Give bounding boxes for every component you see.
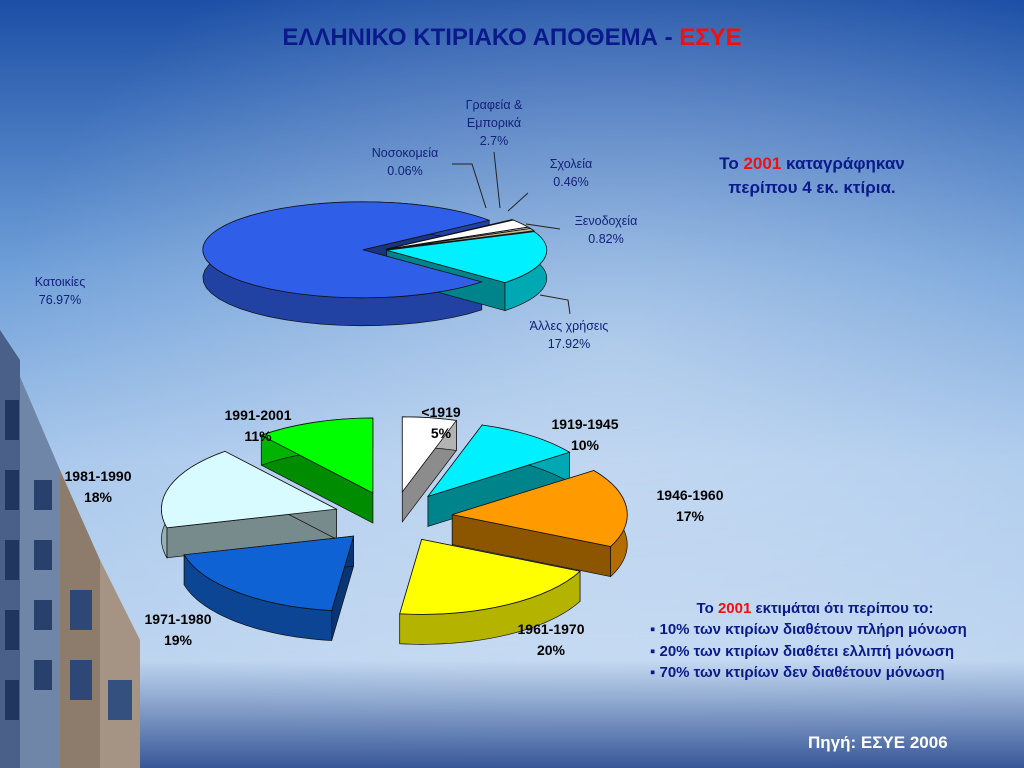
- pie2-name-1971-1980: 1971-1980: [144, 611, 212, 627]
- note2-suffix: εκτιμάται ότι περίπου το:: [751, 600, 934, 617]
- pie2-label-1991-2001: 1991-2001 11%: [225, 405, 292, 447]
- note2-bullet-2: ▪ 20% των κτιρίων διαθέτει ελλιπή μόνωση: [650, 642, 955, 660]
- pie1-value-schools: 0.46%: [553, 175, 589, 190]
- pie2-value-1991-2001: 11%: [244, 428, 272, 444]
- pie2-slice-1919-1945: [426, 424, 571, 498]
- pie2-slice-1991-2001: [260, 417, 374, 494]
- note2-year: 2001: [717, 600, 752, 617]
- building-use-pie-chart: [202, 201, 548, 327]
- pie1-leader-lines: [452, 151, 571, 315]
- pie1-name-hotels: Ξενοδοχεία: [574, 214, 638, 228]
- pie1-name-residential: Κατοικίες: [34, 275, 86, 289]
- note1-suffix: καταγράφηκαν: [781, 154, 905, 173]
- pie2-name-1981-1990: 1981-1990: [64, 468, 132, 484]
- pie1-value-hotels: 0.82%: [588, 232, 624, 247]
- pie2-value-1946-1960: 17%: [675, 508, 705, 524]
- pie2-value-1981-1990: 18%: [83, 489, 113, 505]
- page-title: ΕΛΛΗΝΙΚΟ ΚΤΙΡΙΑΚΟ ΑΠΟΘΕΜΑ - ΕΣΥΕ: [0, 24, 1024, 52]
- pie1-slice-ξενοδοχεία: [386, 228, 535, 250]
- note2-bullet-3: ▪ 70% των κτιρίων δεν διαθέτουν μόνωση: [650, 663, 945, 681]
- pie2-value-pre1919: 5%: [430, 425, 452, 441]
- note1-prefix: Το: [719, 154, 744, 173]
- pie2-name-1946-1960: 1946-1960: [656, 487, 724, 503]
- note2-heading: Το 2001 εκτιμάται ότι περίπου το:: [650, 598, 980, 619]
- pie1-label-schools: Σχολεία 0.46%: [550, 155, 593, 191]
- leader-offices: [493, 151, 501, 209]
- pie1-name-other: Άλλες χρήσεις: [529, 319, 609, 333]
- pie1-slice-κατοικίες: [202, 201, 491, 299]
- building-image: [0, 330, 140, 768]
- title-highlight: ΕΣΥΕ: [679, 24, 742, 51]
- pie1-value-hospitals: 0.06%: [387, 164, 423, 179]
- pie1-label-other: Άλλες χρήσεις 17.92%: [530, 317, 609, 353]
- leader-hotels: [525, 223, 561, 230]
- building-count-note: Το 2001 καταγράφηκαν περίπου 4 εκ. κτίρι…: [719, 152, 905, 200]
- pie1-name-schools: Σχολεία: [549, 157, 593, 171]
- construction-period-pie-chart: [161, 416, 628, 645]
- pie1-name-hospitals: Νοσοκομεία: [371, 146, 439, 160]
- note2-prefix: Το: [696, 600, 718, 617]
- insulation-note: Το 2001 εκτιμάται ότι περίπου το: ▪ 10% …: [650, 598, 1020, 683]
- pie2-slice-1971-1980: [183, 535, 355, 611]
- pie2-slice-1946-1960: [452, 470, 628, 547]
- leader-other: [539, 294, 571, 315]
- pie2-name-1991-2001: 1991-2001: [224, 407, 292, 423]
- pie1-value-offices: 2.7%: [479, 134, 509, 149]
- note1-line2: περίπου 4 εκ. κτίρια.: [728, 177, 896, 197]
- title-main: ΕΛΛΗΝΙΚΟ ΚΤΙΡΙΑΚΟ ΑΠΟΘΕΜΑ -: [282, 24, 680, 51]
- pie2-label-pre1919: <1919 5%: [421, 402, 460, 444]
- pie1-label-offices: Γραφεία & Εμπορικά 2.7%: [466, 96, 523, 150]
- pie1-value-residential: 76.97%: [38, 293, 82, 308]
- pie1-label-hotels: Ξενοδοχεία 0.82%: [575, 212, 638, 248]
- pie1-label-residential: Κατοικίες 76.97%: [35, 273, 86, 309]
- pie2-label-1971-1980: 1971-1980 19%: [145, 609, 212, 651]
- pie1-value-other: 17.92%: [547, 337, 591, 352]
- pie2-slice-1961-1970: [399, 538, 581, 615]
- pie2-value-1961-1970: 20%: [536, 642, 566, 658]
- pie2-slice-1919: [401, 416, 458, 494]
- pie2-label-1961-1970: 1961-1970 20%: [518, 619, 585, 661]
- pie2-name-pre1919: <1919: [421, 404, 461, 420]
- pie2-slice-1981-1990: [161, 450, 338, 529]
- pie2-value-1919-1945: 10%: [570, 437, 600, 453]
- note2-bullet-1: ▪ 10% των κτιρίων διαθέτουν πλήρη μόνωση: [650, 621, 967, 639]
- pie2-name-1961-1970: 1961-1970: [517, 621, 585, 637]
- leader-schools: [507, 192, 529, 212]
- note1-year: 2001: [743, 154, 782, 173]
- leader-hospitals: [452, 163, 487, 209]
- pie2-label-1946-1960: 1946-1960 17%: [657, 485, 724, 527]
- pie2-value-1971-1980: 19%: [163, 632, 193, 648]
- pie2-label-1919-1945: 1919-1945 10%: [552, 414, 619, 456]
- pie2-name-1919-1945: 1919-1945: [551, 416, 619, 432]
- pie1-slice-άλλες-χρήσεις: [386, 231, 548, 283]
- pie1-label-hospitals: Νοσοκομεία 0.06%: [372, 144, 438, 180]
- pie2-label-1981-1990: 1981-1990 18%: [65, 466, 132, 508]
- source-note: Πηγή: ΕΣΥΕ 2006: [808, 733, 948, 752]
